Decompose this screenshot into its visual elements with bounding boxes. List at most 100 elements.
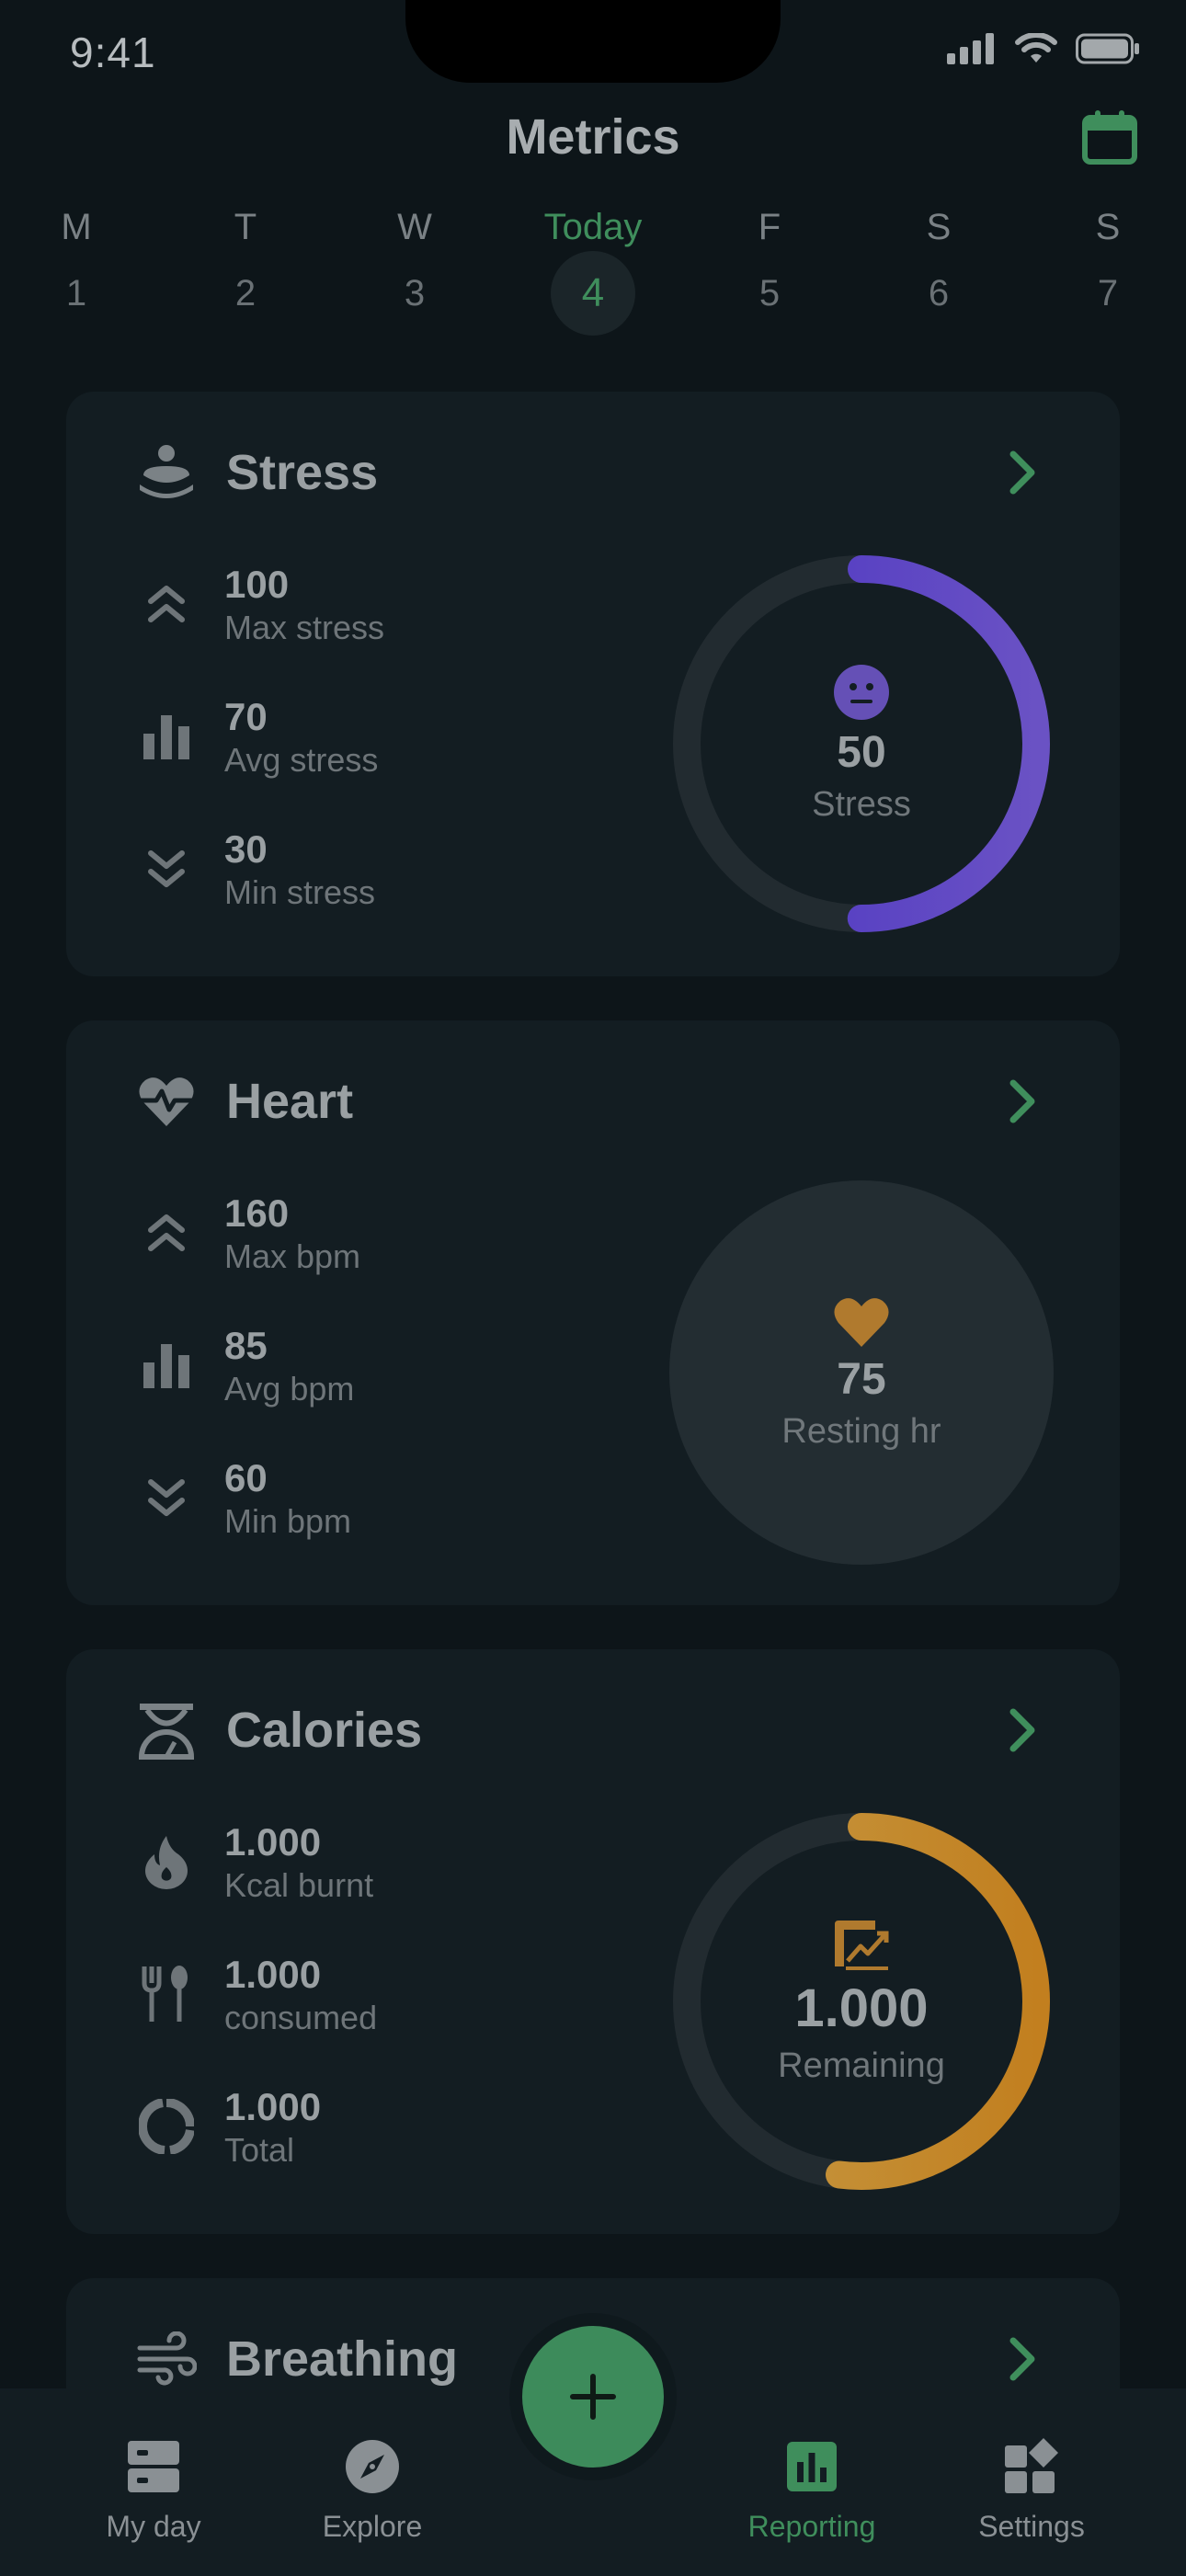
add-button[interactable] [522, 2326, 664, 2468]
calendar-icon [1082, 110, 1137, 165]
day-sunday[interactable]: S 7 [1057, 204, 1158, 316]
ring-label: Resting hr [781, 1412, 941, 1451]
tab-settings[interactable]: Settings [940, 2436, 1123, 2544]
page-title: Metrics [506, 109, 680, 165]
bar-chart-icon [136, 1335, 197, 1396]
card-header: Stress [136, 436, 1050, 509]
tab-explore[interactable]: Explore [280, 2436, 464, 2544]
stat-min-stress: 30 Min stress [136, 827, 375, 919]
heart-card[interactable]: Heart 160 Max bpm 85 Avg bpm [66, 1020, 1120, 1605]
day-number: 2 [234, 273, 257, 313]
stress-ring-center: 50 Stress [669, 552, 1054, 936]
battery-icon [1076, 33, 1139, 64]
stat-label: Min bpm [224, 1502, 352, 1540]
ring-label: Stress [812, 785, 911, 824]
stat-max-bpm: 160 Max bpm [136, 1191, 360, 1283]
card-title: Heart [226, 1074, 354, 1129]
stat-kcal-burnt: 1.000 Kcal burnt [136, 1820, 373, 1912]
tab-label: My day [106, 2510, 201, 2543]
day-tuesday[interactable]: T 2 [195, 204, 296, 316]
calories-ring [673, 1813, 1050, 2190]
stat-value: 1.000 [224, 1953, 322, 1996]
card-header: Breathing [136, 2322, 1050, 2396]
scale-icon [136, 1700, 197, 1761]
stat-value: 30 [224, 827, 268, 871]
reporting-icon [781, 2436, 842, 2497]
stress-card[interactable]: Stress 100 Max stress 70 Avg stress [66, 392, 1120, 976]
stat-value: 160 [224, 1191, 290, 1235]
calories-card[interactable]: Calories 1.000 Kcal burnt [66, 1649, 1120, 2234]
drawer-icon [123, 2436, 184, 2497]
open-heart-button[interactable] [995, 1074, 1050, 1129]
day-letter: Today [543, 207, 643, 247]
stat-min-bpm: 60 Min bpm [136, 1456, 351, 1548]
day-number: 3 [404, 273, 426, 313]
chart-trend-icon [835, 1921, 889, 1970]
week-strip: M 1 T 2 W 3 Today 4 F 5 S 6 S 7 [0, 204, 1186, 342]
wind-icon [136, 2329, 197, 2389]
stat-label: Min stress [224, 873, 376, 911]
chevron-double-up-icon [136, 1203, 197, 1263]
stat-value: 70 [224, 695, 268, 738]
open-calories-button[interactable] [995, 1703, 1050, 1758]
chevron-right-icon [1009, 1708, 1035, 1752]
day-wednesday[interactable]: W 3 [364, 204, 465, 316]
day-letter: F [758, 207, 781, 247]
neutral-face-icon [834, 665, 889, 720]
stat-label: Avg bpm [224, 1370, 355, 1408]
stat-max-stress: 100 Max stress [136, 563, 384, 655]
ring-progress [673, 1813, 1050, 2190]
stat-avg-stress: 70 Avg stress [136, 695, 378, 787]
chevron-right-icon [1009, 2337, 1035, 2381]
stat-label: Kcal burnt [224, 1866, 374, 1904]
chevron-right-icon [1009, 1079, 1035, 1123]
stat-label: Max stress [224, 609, 385, 646]
stat-avg-bpm: 85 Avg bpm [136, 1324, 354, 1416]
stat-value: 85 [224, 1324, 268, 1367]
tab-my-day[interactable]: My day [62, 2436, 245, 2544]
meditation-icon [136, 442, 197, 503]
donut-icon [136, 2096, 197, 2157]
day-number: 1 [65, 273, 87, 313]
fork-spoon-icon [136, 1964, 197, 2024]
device-notch [405, 0, 781, 83]
bar-chart-icon [136, 706, 197, 767]
compass-icon [342, 2436, 403, 2497]
stat-total: 1.000 Total [136, 2085, 321, 2177]
stat-value: 1.000 [224, 2085, 322, 2128]
stat-value: 60 [224, 1456, 268, 1499]
stat-label: Avg stress [224, 741, 379, 779]
chevron-double-down-icon [136, 1467, 197, 1528]
day-saturday[interactable]: S 6 [888, 204, 989, 316]
ring-progress [673, 555, 1050, 932]
stat-value: 100 [224, 563, 290, 606]
widgets-icon [1001, 2436, 1062, 2497]
chevron-right-icon [1009, 450, 1035, 495]
ring-label: Remaining [778, 2046, 945, 2085]
day-monday[interactable]: M 1 [26, 204, 127, 316]
tab-label: Settings [978, 2510, 1085, 2543]
wifi-icon [1015, 33, 1057, 63]
card-title: Breathing [226, 2331, 459, 2387]
open-breathing-button[interactable] [995, 2331, 1050, 2387]
day-letter: W [397, 207, 432, 247]
day-number: 5 [758, 273, 781, 313]
resting-hr-disc [669, 1180, 1054, 1565]
flame-icon [136, 1831, 197, 1892]
cellular-signal-icon [947, 33, 994, 64]
card-header: Heart [136, 1065, 1050, 1138]
tab-reporting[interactable]: Reporting [720, 2436, 904, 2544]
stat-value: 1.000 [224, 1820, 322, 1864]
day-letter: S [1095, 207, 1121, 247]
day-number: 6 [928, 273, 950, 313]
calendar-button[interactable] [1081, 108, 1138, 165]
open-stress-button[interactable] [995, 445, 1050, 500]
status-time: 9:41 [70, 28, 156, 76]
day-friday[interactable]: F 5 [719, 204, 820, 316]
chevron-double-down-icon [136, 838, 197, 899]
day-letter: T [234, 207, 257, 247]
stat-label: Max bpm [224, 1237, 361, 1275]
day-number: 4 [581, 270, 605, 315]
day-today[interactable]: Today 4 [542, 204, 644, 336]
